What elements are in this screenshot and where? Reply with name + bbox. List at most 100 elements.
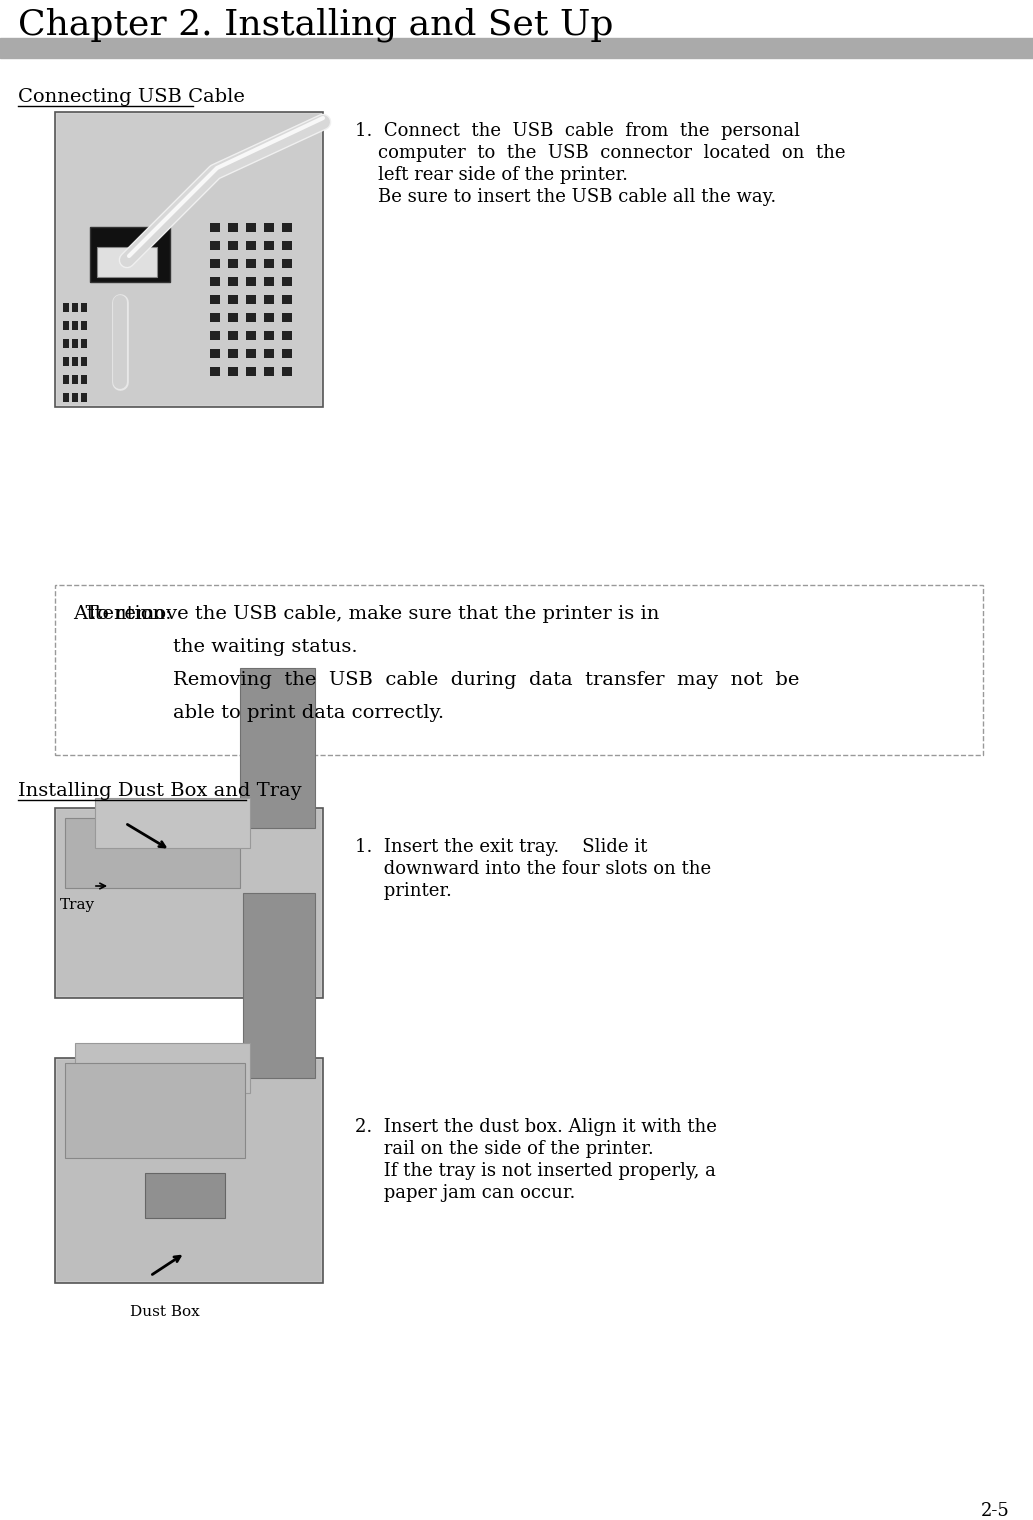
Text: Removing  the  USB  cable  during  data  transfer  may  not  be: Removing the USB cable during data trans… (73, 670, 800, 689)
Text: 1.  Connect  the  USB  cable  from  the  personal: 1. Connect the USB cable from the person… (355, 122, 800, 140)
Bar (55, 112, 323, 407)
Bar (246, 313, 256, 322)
Bar (282, 366, 292, 375)
Bar (246, 350, 256, 359)
Text: left rear side of the printer.: left rear side of the printer. (355, 166, 628, 184)
Text: Dust Box: Dust Box (130, 1306, 199, 1319)
Bar (210, 277, 220, 286)
Bar (282, 331, 292, 340)
Bar (282, 313, 292, 322)
Bar (264, 242, 274, 249)
Bar (246, 331, 256, 340)
Bar (72, 357, 79, 366)
Bar (246, 277, 256, 286)
Bar (81, 375, 87, 385)
Bar (210, 331, 220, 340)
Bar (210, 366, 220, 375)
Bar (63, 375, 69, 385)
Bar (81, 357, 87, 366)
Bar (282, 258, 292, 268)
Bar (57, 1059, 321, 1281)
Text: Installing Dust Box and Tray: Installing Dust Box and Tray (18, 781, 302, 800)
Text: To remove the USB cable, make sure that the printer is in: To remove the USB cable, make sure that … (73, 605, 659, 623)
Bar (264, 313, 274, 322)
Bar (282, 295, 292, 304)
Bar (55, 585, 983, 755)
Bar (95, 798, 250, 848)
Bar (210, 350, 220, 359)
Bar (228, 258, 238, 268)
Bar (63, 339, 69, 348)
Bar (57, 810, 321, 996)
Bar (246, 242, 256, 249)
Bar (63, 302, 69, 312)
Bar (228, 366, 238, 375)
Bar (240, 667, 315, 828)
Bar (0, 38, 1033, 58)
Bar (264, 366, 274, 375)
Bar (72, 321, 79, 330)
Bar (264, 331, 274, 340)
Bar (228, 223, 238, 233)
Bar (63, 357, 69, 366)
Bar (65, 1062, 245, 1158)
Bar (65, 818, 240, 888)
Bar (63, 394, 69, 401)
Bar (246, 366, 256, 375)
Text: 2-5: 2-5 (981, 1502, 1010, 1520)
Bar (210, 242, 220, 249)
Bar (72, 339, 79, 348)
Bar (90, 226, 170, 283)
Bar (264, 295, 274, 304)
Bar (210, 223, 220, 233)
Bar (228, 242, 238, 249)
Bar (264, 258, 274, 268)
Text: If the tray is not inserted properly, a: If the tray is not inserted properly, a (355, 1161, 716, 1180)
Text: 2.  Insert the dust box. Align it with the: 2. Insert the dust box. Align it with th… (355, 1119, 717, 1135)
Bar (246, 223, 256, 233)
Text: Chapter 2. Installing and Set Up: Chapter 2. Installing and Set Up (18, 8, 614, 43)
Bar (210, 258, 220, 268)
Bar (145, 1173, 225, 1218)
Text: downward into the four slots on the: downward into the four slots on the (355, 860, 711, 879)
Bar (228, 277, 238, 286)
Bar (55, 1058, 323, 1283)
Bar (264, 277, 274, 286)
Bar (72, 375, 79, 385)
Bar (264, 350, 274, 359)
Bar (228, 331, 238, 340)
Bar (81, 339, 87, 348)
Text: Be sure to insert the USB cable all the way.: Be sure to insert the USB cable all the … (355, 188, 776, 207)
Bar (228, 313, 238, 322)
Bar (282, 242, 292, 249)
Bar (282, 277, 292, 286)
Text: rail on the side of the printer.: rail on the side of the printer. (355, 1140, 654, 1158)
Text: Connecting USB Cable: Connecting USB Cable (18, 88, 245, 106)
Bar (81, 394, 87, 401)
Bar (72, 302, 79, 312)
Bar (243, 894, 315, 1078)
Text: Tray: Tray (60, 898, 95, 912)
Bar (282, 223, 292, 233)
Bar (228, 295, 238, 304)
Text: 1.  Insert the exit tray.    Slide it: 1. Insert the exit tray. Slide it (355, 838, 648, 856)
Bar (81, 302, 87, 312)
Bar (228, 350, 238, 359)
Bar (97, 246, 157, 277)
Bar (210, 313, 220, 322)
Text: computer  to  the  USB  connector  located  on  the: computer to the USB connector located on… (355, 144, 845, 163)
Bar (246, 295, 256, 304)
Bar (72, 394, 79, 401)
Bar (55, 809, 323, 999)
Text: paper jam can occur.: paper jam can occur. (355, 1184, 575, 1202)
Bar (210, 295, 220, 304)
Text: printer.: printer. (355, 882, 451, 900)
Bar (63, 321, 69, 330)
Bar (81, 321, 87, 330)
Bar (264, 223, 274, 233)
Text: able to print data correctly.: able to print data correctly. (73, 704, 444, 722)
Bar (282, 350, 292, 359)
Text: Attention:: Attention: (73, 605, 171, 623)
Bar (246, 258, 256, 268)
Text: the waiting status.: the waiting status. (73, 638, 357, 657)
